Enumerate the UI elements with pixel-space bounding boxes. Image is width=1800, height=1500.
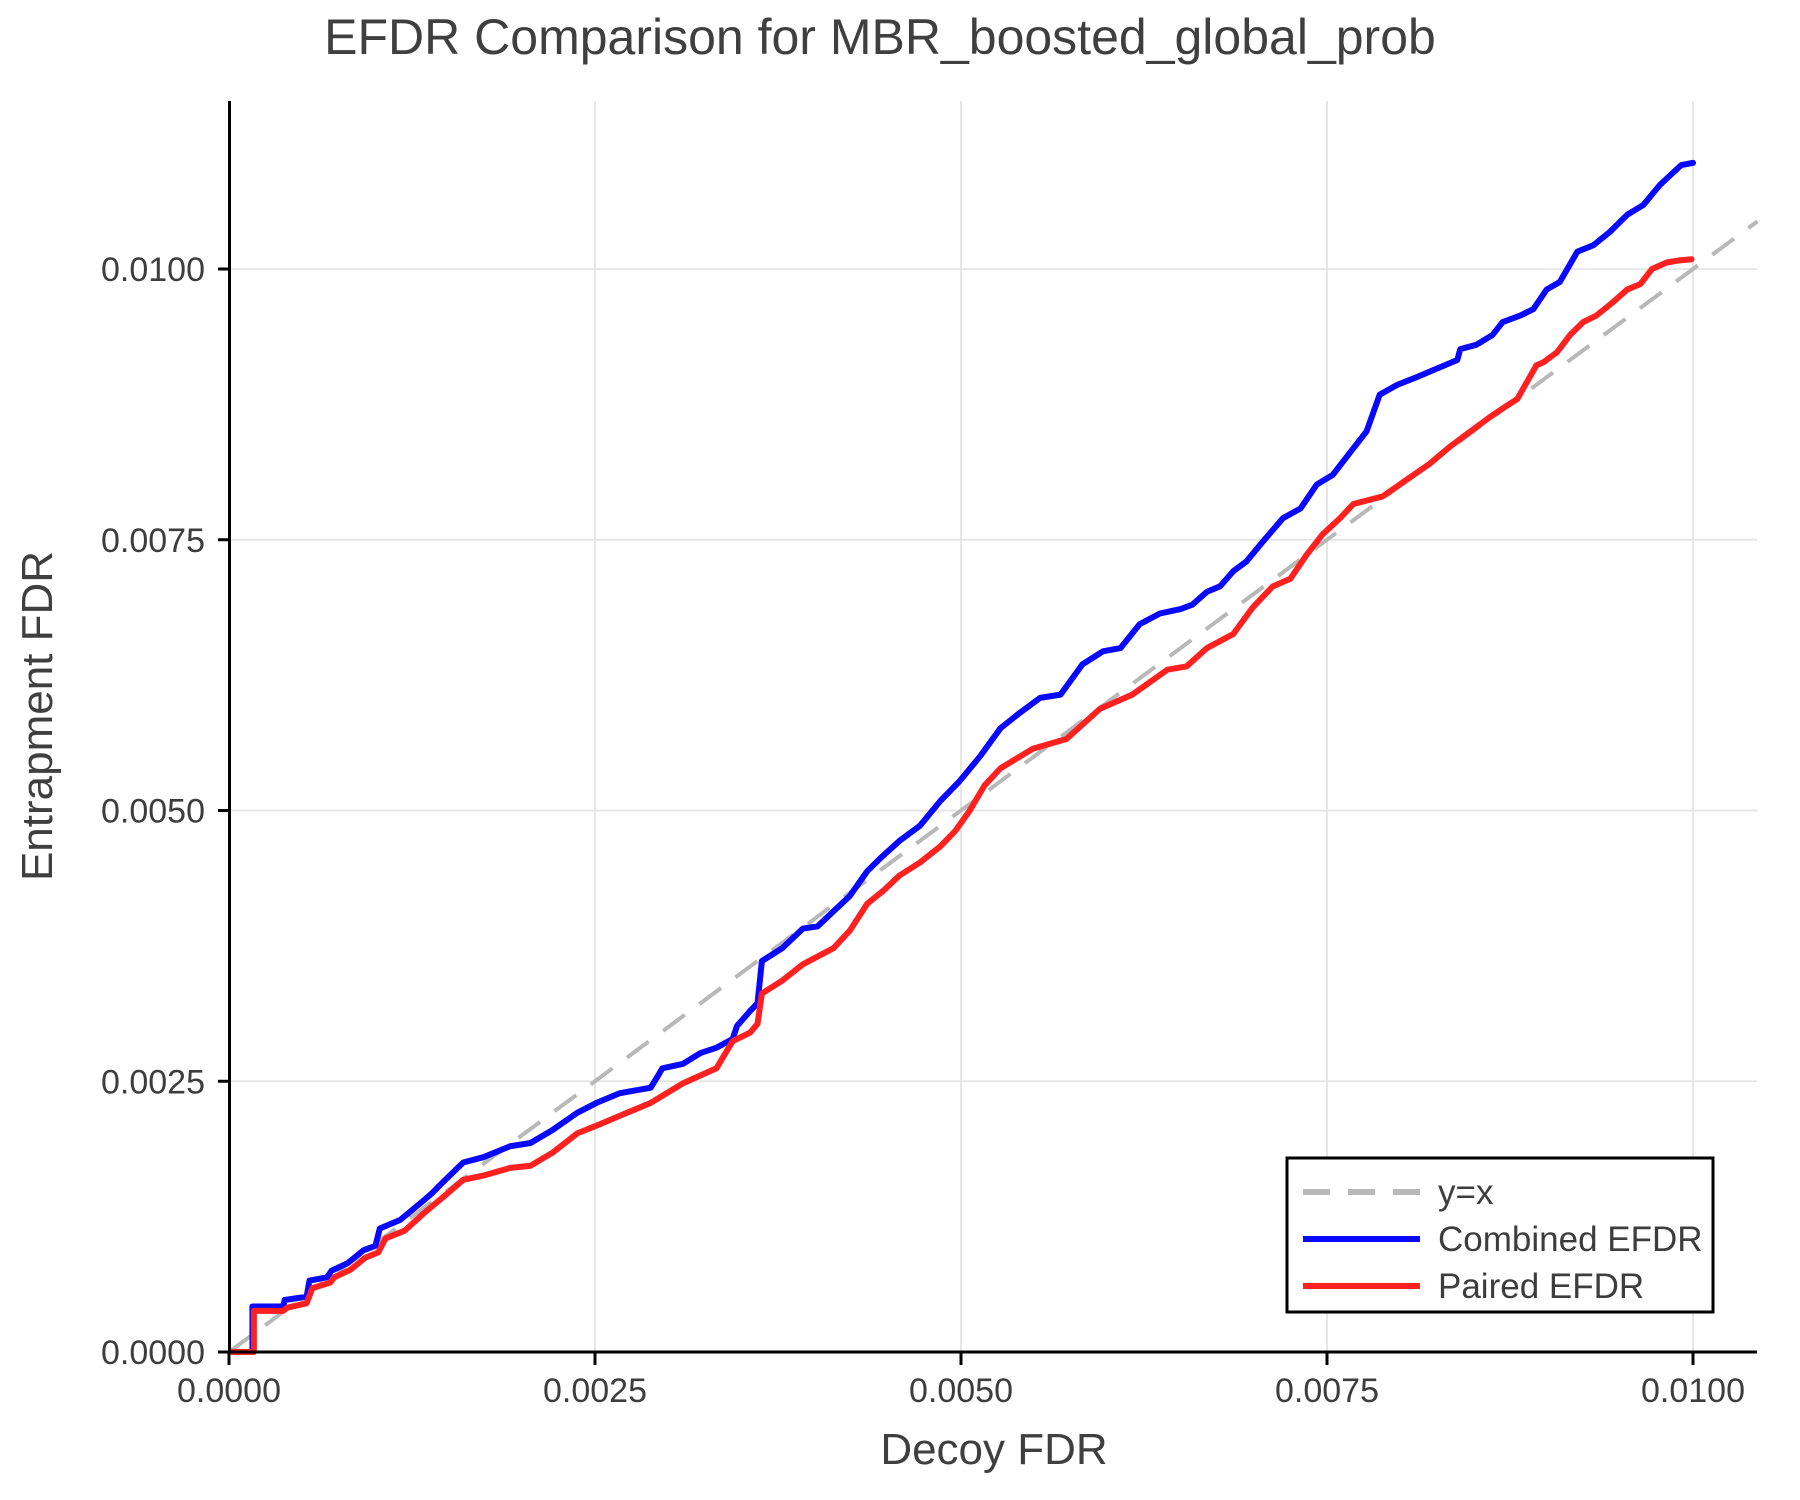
- y-tick-label: 0.0100: [101, 251, 205, 289]
- y-tick-label: 0.0025: [101, 1063, 205, 1101]
- x-tick-label: 0.0025: [543, 1372, 647, 1410]
- axes: [228, 101, 1757, 1354]
- x-tick-label: 0.0075: [1275, 1372, 1379, 1410]
- x-tick-label: 0.0050: [909, 1372, 1013, 1410]
- legend-entry-paired: Paired EFDR: [1303, 1267, 1644, 1306]
- x-tick-label: 0.0000: [177, 1372, 281, 1410]
- legend-label-combined: Combined EFDR: [1438, 1220, 1703, 1259]
- legend: y=x Combined EFDR Paired EFDR: [1285, 1156, 1715, 1314]
- x-axis-label: Decoy FDR: [880, 1425, 1107, 1474]
- y-tick-label: 0.0000: [101, 1334, 205, 1372]
- y-tick-label: 0.0050: [101, 793, 205, 831]
- tick-marks-and-labels: 0.0000 0.0025 0.0050 0.0075 0.0100 0.0000 0.00…: [101, 251, 1745, 1410]
- y-tick-label: 0.0075: [101, 522, 205, 560]
- y-axis-label: Entrapment FDR: [13, 551, 62, 881]
- x-tick-label: 0.0100: [1641, 1372, 1745, 1410]
- chart-title: EFDR Comparison for MBR_boosted_global_p…: [324, 9, 1436, 65]
- legend-label-paired: Paired EFDR: [1438, 1267, 1644, 1306]
- combined-efdr-line: [228, 159, 1696, 1355]
- paired-efdr-line: [228, 256, 1695, 1355]
- legend-entry-reference: y=x: [1303, 1173, 1494, 1212]
- legend-entry-combined: Combined EFDR: [1303, 1220, 1703, 1259]
- plot-series: [227, 159, 1759, 1355]
- legend-label-reference: y=x: [1438, 1173, 1494, 1212]
